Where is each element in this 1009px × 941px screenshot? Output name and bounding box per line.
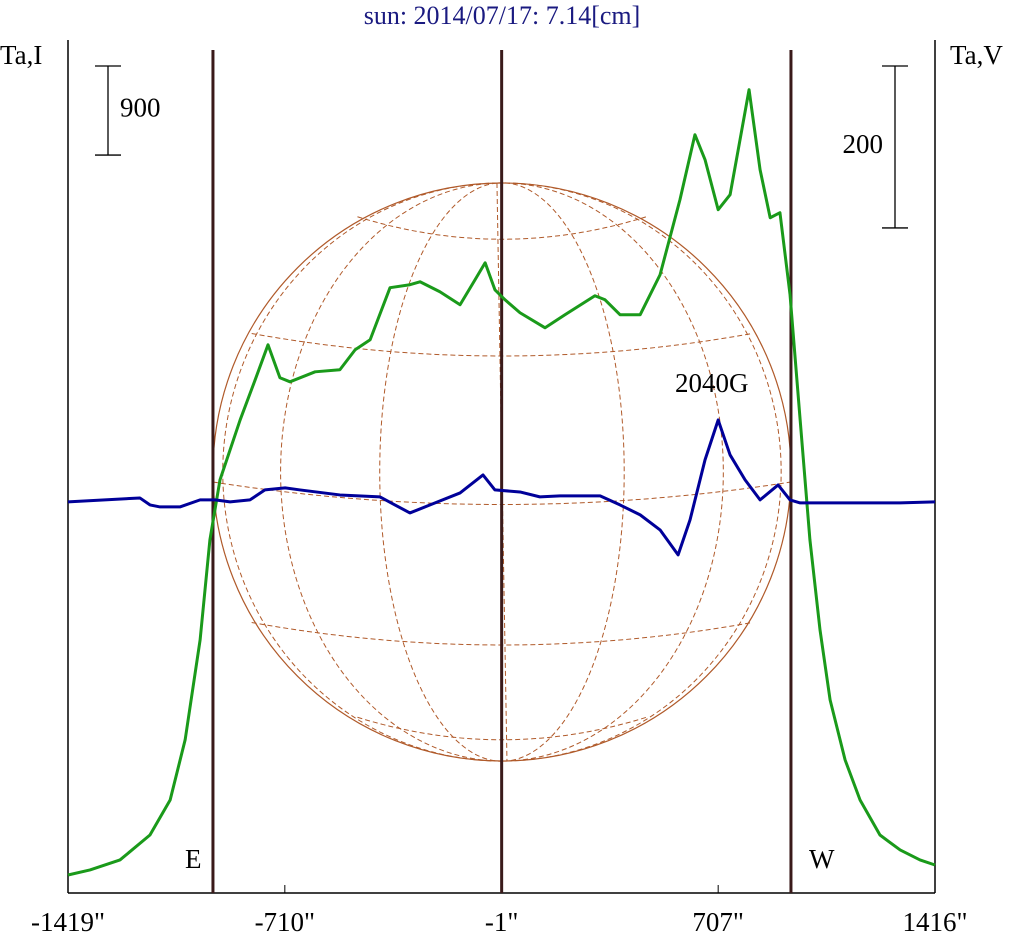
annotation: 2040G	[675, 368, 749, 398]
series-line	[67, 88, 936, 877]
meridian-line	[496, 182, 782, 762]
chart-title: sun: 2014/07/17: 7.14[cm]	[364, 1, 641, 30]
y-axis-label: Ta,I	[0, 40, 42, 70]
y2-axis-label: Ta,V	[950, 40, 1003, 70]
series-line	[67, 418, 936, 557]
marker-label: W	[809, 844, 835, 874]
scale-bar-label: 900	[120, 93, 161, 123]
scale-bar-label: 200	[843, 129, 884, 159]
meridian-line	[496, 182, 625, 762]
x-tick-label: 707"	[692, 907, 744, 937]
x-tick-label: -1419"	[31, 907, 105, 937]
x-tick-label: -1"	[485, 907, 519, 937]
meridian-line	[222, 182, 507, 762]
x-tick-label: -710"	[255, 907, 316, 937]
marker-label: E	[185, 844, 202, 874]
meridian-line	[280, 182, 507, 762]
meridian-line	[496, 182, 724, 762]
x-tick-label: 1416"	[902, 907, 967, 937]
